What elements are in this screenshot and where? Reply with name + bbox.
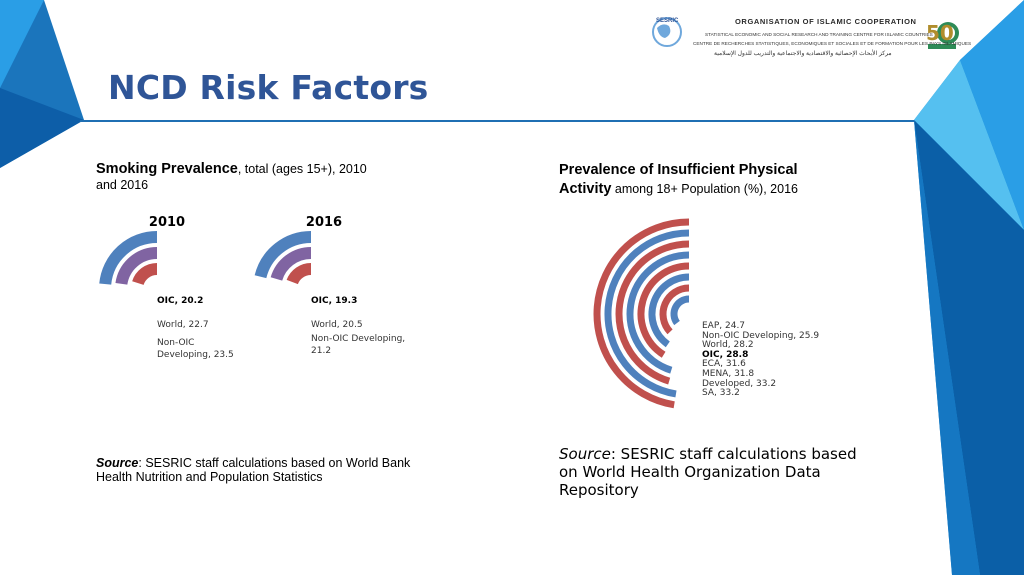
data-label-2-0-0: EAP, 24.7 (702, 321, 745, 331)
data-label-1-2-1: 21.2 (311, 346, 331, 356)
radial-bar-1-non-oic-developing (254, 231, 312, 279)
activity-source-line2: on World Health Organization Data (559, 463, 821, 481)
right-edge-highlight (914, 60, 1024, 230)
radial-bar-2-oic (637, 262, 690, 358)
activity-source-text: : SESRIC staff calculations based (610, 445, 857, 463)
radial-bar-2-sa (593, 218, 690, 409)
data-label-1-0-0: OIC, 19.3 (311, 296, 357, 306)
data-label-0-2-0: Non-OIC (157, 338, 194, 348)
right-edge-shade (914, 120, 1024, 575)
data-label-2-4-0: ECA, 31.6 (702, 359, 746, 369)
radial-bar-0-non-oic-developing (99, 231, 158, 285)
radial-bar-0-world (115, 247, 158, 286)
activity-source-line3: Repository (559, 481, 639, 499)
smoking-source-line2: Health Nutrition and Population Statisti… (96, 470, 323, 484)
sesric-logo: SESRIC (652, 17, 682, 47)
chart-title-2010: 2010 (149, 215, 185, 230)
data-label-0-2-1: Developing, 23.5 (157, 350, 234, 360)
radial-bar-2-mena (615, 240, 690, 385)
radial-bar-2-developed (604, 229, 690, 398)
right-edge-mid (960, 0, 1024, 230)
data-label-2-6-0: Developed, 33.2 (702, 379, 776, 389)
radial-bar-2-eca (626, 251, 690, 374)
radial-bar-2-non-oic-developing (659, 284, 690, 335)
svg-text:SESRIC: SESRIC (656, 18, 679, 24)
radial-bar-2-world (648, 273, 690, 348)
right-edge-inner (914, 120, 980, 575)
svg-text:50: 50 (926, 21, 954, 45)
activity-source: Source: SESRIC staff calculations based … (559, 445, 859, 499)
radial-bar-1-oic (286, 263, 312, 285)
org-subtitle-ar: مركز الأبحاث الإحصائية والاقتصادية والاج… (714, 51, 892, 57)
data-label-2-3-0: OIC, 28.8 (702, 350, 748, 360)
org-title: ORGANISATION OF ISLAMIC COOPERATION (735, 17, 917, 26)
chart-title-2016: 2016 (306, 215, 342, 230)
title-divider (80, 120, 914, 122)
activity-source-label: Source (559, 445, 611, 463)
data-label-0-0-0: OIC, 20.2 (157, 296, 203, 306)
smoking-heading: Smoking Prevalence, total (ages 15+), 20… (96, 161, 396, 193)
org-subtitle-en: STATISTICAL ECONOMIC AND SOCIAL RESEARCH… (705, 32, 933, 37)
data-label-2-2-0: World, 28.2 (702, 340, 754, 350)
smoking-source: Source: SESRIC staff calculations based … (96, 456, 416, 484)
activity-heading-rest: among 18+ Population (%), 2016 (611, 182, 798, 196)
smoking-heading-bold: Smoking Prevalence (96, 161, 238, 177)
left-corner-highlight (0, 0, 44, 88)
data-label-1-2-0: Non-OIC Developing, (311, 334, 405, 344)
data-label-2-1-0: Non-OIC Developing, 25.9 (702, 331, 819, 341)
data-label-2-5-0: MENA, 31.8 (702, 369, 754, 379)
smoking-heading-line2: and 2016 (96, 178, 149, 192)
smoking-source-label: Source (96, 456, 139, 470)
smoking-source-text: : SESRIC staff calculations based on Wor… (138, 456, 411, 470)
page-title: NCD Risk Factors (108, 68, 429, 107)
activity-heading-bold2: Activity (559, 181, 612, 197)
radial-bar-0-oic (132, 263, 158, 286)
data-label-0-1-0: World, 22.7 (157, 320, 209, 330)
radial-bar-1-world (270, 247, 312, 281)
activity-heading-bold1: Prevalence of Insufficient Physical (559, 162, 798, 178)
smoking-heading-rest: , total (ages 15+), 2010 (237, 162, 367, 176)
data-label-2-7-0: SA, 33.2 (702, 388, 740, 398)
oic-50-emblem: 50 (926, 21, 959, 49)
org-subtitle-fr: CENTRE DE RECHERCHES STATISTIQUES, ECONO… (693, 41, 972, 46)
data-label-1-1-0: World, 20.5 (311, 320, 363, 330)
left-corner-shade (0, 88, 84, 168)
activity-heading: Prevalence of Insufficient Physical Acti… (559, 161, 859, 199)
radial-bar-2-eap (670, 295, 690, 326)
